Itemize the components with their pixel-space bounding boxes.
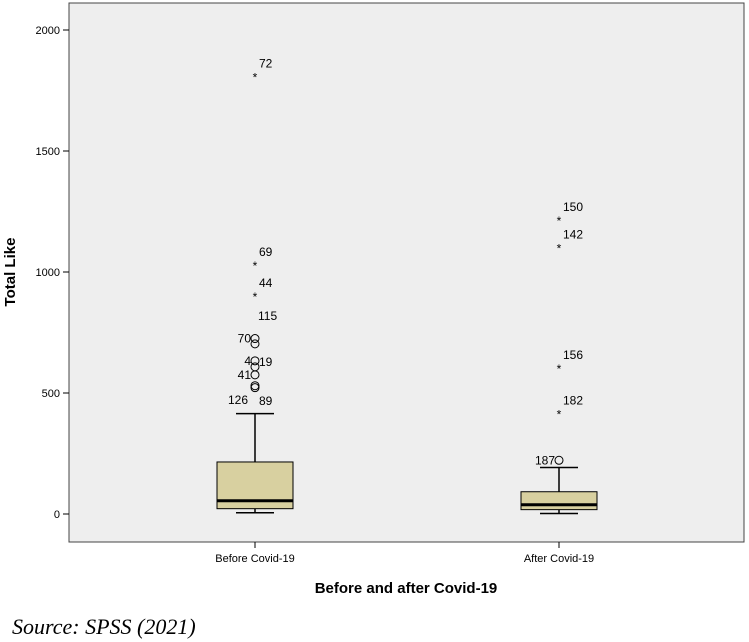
source-caption: Source: SPSS (2021)	[12, 614, 196, 639]
y-tick-label: 0	[54, 509, 60, 521]
outlier-label: 4	[244, 354, 251, 368]
extreme-label: 72	[259, 56, 273, 70]
extreme-label: 150	[563, 200, 583, 214]
outlier-circle	[250, 381, 260, 391]
extreme-star-marker: *	[253, 259, 258, 273]
extreme-star-marker: *	[253, 290, 258, 304]
outlier-circle	[250, 339, 260, 349]
case-number-label: 115	[258, 309, 277, 323]
y-tick-label: 500	[42, 388, 60, 400]
outlier-label: 41	[238, 368, 252, 382]
extreme-star-marker: *	[557, 407, 562, 421]
outlier-circle	[554, 455, 564, 465]
outlier-circle	[250, 334, 260, 344]
box-group: 187*182*156*142*150	[520, 200, 598, 515]
extreme-star-marker: *	[557, 242, 562, 256]
case-number-label: 89	[259, 394, 273, 408]
extra-label-group: 126 89 115 19	[228, 309, 277, 408]
extreme-label: 182	[563, 393, 583, 407]
x-axis: Before Covid-19 After Covid-19	[215, 542, 594, 565]
iqr-box	[520, 491, 598, 511]
outlier-circle	[250, 362, 260, 372]
case-number-label: 19	[259, 355, 273, 369]
extreme-star-marker: *	[557, 362, 562, 376]
box-plot-chart: 0 500 1000 1500 2000 Before Covid-19 After Co…	[2, 2, 745, 597]
x-tick-label: Before Covid-19	[215, 553, 295, 565]
y-tick-label: 1500	[36, 146, 60, 158]
x-tick-label: After Covid-19	[524, 553, 594, 565]
y-tick-label: 1000	[36, 267, 60, 279]
y-axis: 0 500 1000 1500 2000	[36, 25, 69, 521]
extreme-label: 44	[259, 276, 273, 290]
outlier-label: 70	[238, 332, 252, 346]
y-tick-label: 2000	[36, 25, 60, 37]
outlier-label: 187	[535, 453, 555, 467]
extreme-star-marker: *	[557, 214, 562, 228]
case-number-label: 126	[228, 393, 248, 407]
extreme-label: 156	[563, 348, 583, 362]
plot-area	[68, 2, 745, 543]
y-axis-title: Total Like	[2, 238, 19, 307]
outlier-circle	[250, 356, 260, 366]
extreme-label: 69	[259, 245, 273, 259]
extreme-label: 142	[563, 228, 583, 242]
extreme-star-marker: *	[253, 70, 258, 84]
x-axis-title: Before and after Covid-19	[315, 580, 498, 597]
